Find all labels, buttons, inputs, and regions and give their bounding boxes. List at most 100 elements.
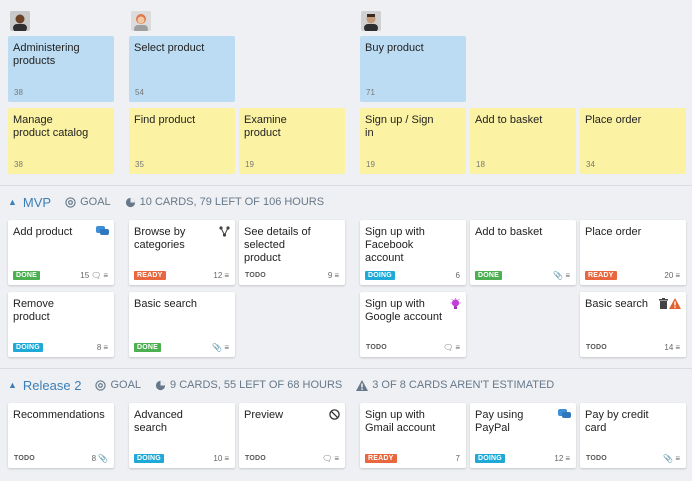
comments-icon xyxy=(96,226,109,235)
step-card[interactable]: Sign up / Sign in 19 xyxy=(360,108,466,174)
story-card[interactable]: Basic search DONE 📎 ≡ xyxy=(129,292,235,357)
avatar xyxy=(361,11,381,31)
card-meta: 20 ≡ xyxy=(664,271,680,280)
lightbulb-icon xyxy=(450,298,461,309)
attachment-icon: 📎 xyxy=(98,454,108,463)
story-card[interactable]: Pay by credit card TODO 📎 ≡ xyxy=(580,403,686,468)
story-card[interactable]: Sign up with Google account TODO 🗨 ≡ xyxy=(360,292,466,357)
card-title: Find product xyxy=(134,114,196,126)
status-badge: DOING xyxy=(475,454,505,463)
card-points: 20 xyxy=(664,271,674,280)
card-title: Sign up with Gmail account xyxy=(365,409,436,434)
card-points: 8 xyxy=(96,343,102,352)
status-badge: TODO xyxy=(245,455,266,462)
description-icon: ≡ xyxy=(334,271,339,280)
section-title[interactable]: MVP xyxy=(22,194,52,210)
card-title: Add product xyxy=(13,226,73,238)
card-meta: 12 ≡ xyxy=(213,271,229,280)
card-title: Select product xyxy=(134,42,205,54)
estimate-warning-text: 3 OF 8 CARDS AREN'T ESTIMATED xyxy=(372,379,555,391)
persona-card[interactable]: Administering products 38 xyxy=(8,36,114,102)
card-title: Recommendations xyxy=(13,409,105,421)
description-icon: ≡ xyxy=(565,271,570,280)
status-badge: DOING xyxy=(134,454,164,463)
status-badge: TODO xyxy=(14,455,35,462)
target-icon xyxy=(95,379,107,391)
story-card[interactable]: Sign up with Facebook account DOING 6 xyxy=(360,220,466,285)
description-icon: ≡ xyxy=(675,343,680,352)
card-title: Preview xyxy=(244,409,284,421)
cards-summary-text: 10 CARDS, 79 LEFT OF 106 HOURS xyxy=(139,196,325,208)
card-meta: 🗨 ≡ xyxy=(322,454,339,463)
story-card[interactable]: Place order READY 20 ≡ xyxy=(580,220,686,285)
card-meta: 📎 ≡ xyxy=(553,271,570,280)
story-card[interactable]: Advanced search DOING 10 ≡ xyxy=(129,403,235,468)
status-badge: TODO xyxy=(586,455,607,462)
card-points: 9 xyxy=(327,271,333,280)
step-card[interactable]: Place order 34 xyxy=(580,108,686,174)
step-card[interactable]: Find product 35 xyxy=(129,108,235,174)
card-title: Basic search xyxy=(585,298,648,310)
description-icon: ≡ xyxy=(103,343,108,352)
description-icon: ≡ xyxy=(224,454,229,463)
story-card[interactable]: Add product DONE 15 🗨 ≡ xyxy=(8,220,114,285)
story-card[interactable]: Remove product DOING 8 ≡ xyxy=(8,292,114,357)
card-count: 38 xyxy=(14,88,23,97)
card-meta: 8 📎 xyxy=(92,454,108,463)
status-badge: READY xyxy=(134,271,166,280)
card-title: Place order xyxy=(585,226,642,238)
story-card[interactable]: Sign up with Gmail account READY 7 xyxy=(360,403,466,468)
card-points: 12 xyxy=(554,454,564,463)
story-card[interactable]: Recommendations TODO 8 📎 xyxy=(8,403,114,468)
card-meta: 14 ≡ xyxy=(664,343,680,352)
step-card[interactable]: Examine product 19 xyxy=(239,108,345,174)
card-title: Buy product xyxy=(365,42,424,54)
persona-card[interactable]: Select product 54 xyxy=(129,36,235,102)
status-badge: READY xyxy=(585,271,617,280)
description-icon: ≡ xyxy=(675,454,680,463)
card-count: 38 xyxy=(14,160,23,169)
goal-link[interactable]: GOAL xyxy=(95,379,141,391)
pie-chart-icon xyxy=(125,197,135,207)
card-meta: 📎 ≡ xyxy=(212,343,229,352)
card-title: Add to basket xyxy=(475,226,543,238)
collapse-arrow-icon[interactable]: ▲ xyxy=(8,380,17,390)
goal-link[interactable]: GOAL xyxy=(65,196,111,208)
section-title[interactable]: Release 2 xyxy=(22,377,82,393)
story-card[interactable]: Basic search TODO 14 ≡ xyxy=(580,292,686,357)
warning-icon xyxy=(669,298,681,309)
card-title: Place order xyxy=(585,114,642,126)
estimate-warning: 3 OF 8 CARDS AREN'T ESTIMATED xyxy=(356,379,554,391)
card-count: 34 xyxy=(586,160,595,169)
card-meta: 9 ≡ xyxy=(328,271,339,280)
collapse-arrow-icon[interactable]: ▲ xyxy=(8,197,17,207)
card-title: Pay using PayPal xyxy=(475,409,524,434)
attachment-icon: 📎 xyxy=(553,271,564,280)
status-badge: DOING xyxy=(13,343,43,352)
story-card[interactable]: Preview TODO 🗨 ≡ xyxy=(239,403,345,468)
status-badge: TODO xyxy=(586,344,607,351)
comment-icon: 🗨 xyxy=(443,343,454,352)
description-icon: ≡ xyxy=(103,271,108,280)
description-icon: ≡ xyxy=(565,454,570,463)
step-card[interactable]: Manage product catalog 38 xyxy=(8,108,114,174)
card-meta: 🗨 ≡ xyxy=(443,343,460,352)
card-points: 12 xyxy=(213,271,223,280)
persona-card[interactable]: Buy product 71 xyxy=(360,36,466,102)
trash-icon[interactable] xyxy=(659,298,668,309)
description-icon: ≡ xyxy=(675,271,680,280)
story-card[interactable]: Add to basket DONE 📎 ≡ xyxy=(470,220,576,285)
comment-icon: 🗨 xyxy=(322,454,333,463)
story-card[interactable]: Pay using PayPal DOING 12 ≡ xyxy=(470,403,576,468)
attachment-icon: 📎 xyxy=(212,343,223,352)
card-count: 19 xyxy=(366,160,375,169)
pie-chart-icon xyxy=(155,380,166,390)
card-title: Sign up with Facebook account xyxy=(365,226,425,264)
status-badge: READY xyxy=(365,454,397,463)
story-card[interactable]: See details of selected product TODO 9 ≡ xyxy=(239,220,345,285)
status-badge: DONE xyxy=(134,343,162,352)
target-icon xyxy=(65,196,76,208)
card-count: 35 xyxy=(135,160,144,169)
step-card[interactable]: Add to basket 18 xyxy=(470,108,576,174)
story-card[interactable]: Browse by categories READY 12 ≡ xyxy=(129,220,235,285)
